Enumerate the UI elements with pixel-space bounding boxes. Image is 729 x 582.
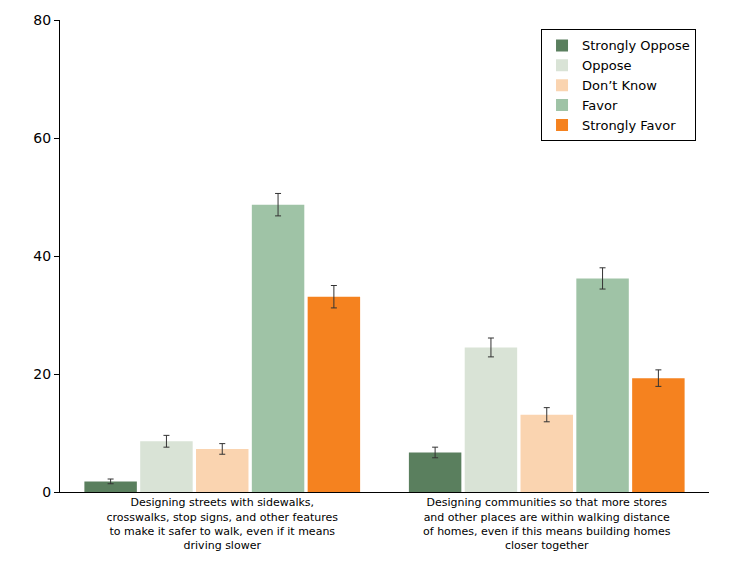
svg-text:Strongly Oppose: Strongly Oppose [582, 38, 690, 53]
svg-text:80: 80 [33, 12, 51, 28]
svg-text:Designing communities so that: Designing communities so that more store… [423, 496, 671, 552]
svg-text:Strongly Favor: Strongly Favor [582, 118, 676, 133]
svg-text:20: 20 [33, 366, 51, 382]
svg-text:Oppose: Oppose [582, 58, 631, 73]
svg-text:Favor: Favor [582, 98, 618, 113]
svg-text:Designing streets with sidewal: Designing streets with sidewalks,crosswa… [106, 496, 338, 552]
svg-text:0: 0 [42, 484, 51, 500]
svg-text:60: 60 [33, 130, 51, 146]
svg-text:Don’t Know: Don’t Know [582, 78, 657, 93]
svg-text:40: 40 [33, 248, 51, 264]
